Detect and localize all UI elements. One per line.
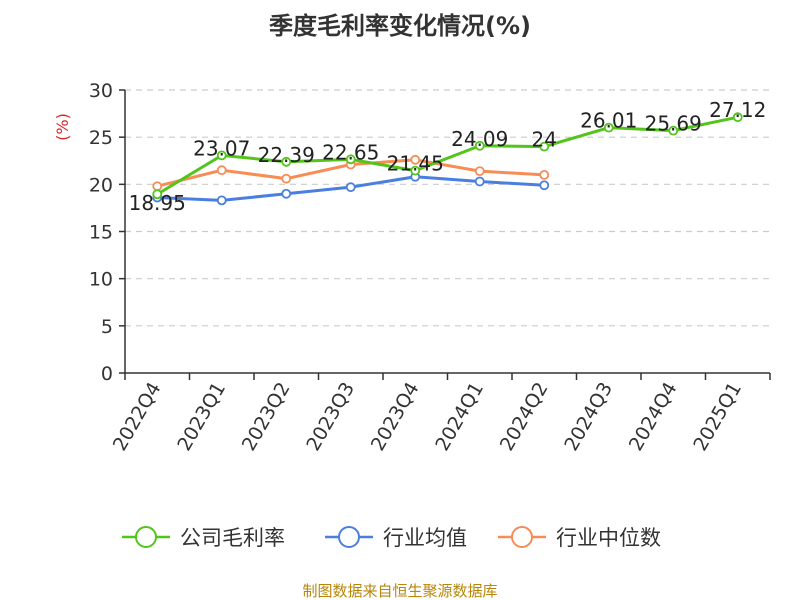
data-point: [474, 140, 485, 151]
series-line: [156, 115, 739, 196]
data-point: [539, 169, 550, 180]
data-point: [281, 173, 292, 184]
data-point: [474, 176, 485, 187]
legend-marker: [135, 526, 157, 548]
y-tick-label: 10: [89, 269, 113, 291]
data-point: [152, 181, 163, 192]
legend-label: 行业均值: [383, 526, 467, 550]
data-point: [603, 122, 614, 133]
data-point: [668, 125, 679, 136]
data-point: [345, 154, 356, 165]
legend-marker: [511, 526, 533, 548]
x-tick-label: 2023Q4: [367, 379, 424, 455]
series-0: [152, 112, 743, 200]
y-tick-label: 25: [89, 127, 113, 149]
data-label: 23.07: [193, 136, 250, 160]
x-tick-label: 2025Q1: [689, 379, 746, 455]
data-label: 18.95: [129, 191, 186, 215]
series-2: [152, 154, 550, 192]
chart-title: 季度毛利率变化情况(%): [269, 12, 531, 40]
data-label: 22.39: [258, 143, 315, 167]
y-tick-label: 20: [89, 174, 113, 196]
data-point: [539, 180, 550, 191]
x-tick-label: 2024Q4: [625, 379, 682, 455]
x-tick-label: 2024Q2: [496, 379, 553, 455]
x-tick-label: 2024Q1: [431, 379, 488, 455]
y-tick-label: 15: [89, 222, 113, 244]
axes: 0 5 10 15 20 25 30 2022Q4 2023Q1 2023Q2 2023Q3 2023…: [89, 80, 771, 455]
data-point: [539, 141, 550, 152]
grid-lines: [125, 89, 770, 327]
data-point: [410, 165, 421, 176]
y-tick-label: 5: [101, 316, 113, 338]
data-point: [152, 189, 163, 200]
data-label: 25.69: [645, 112, 702, 136]
x-tick-label: 2024Q3: [560, 379, 617, 455]
source-note: 制图数据来自恒生聚源数据库: [302, 582, 497, 600]
data-label: 24: [532, 128, 557, 152]
x-tick-label: 2023Q3: [302, 379, 359, 455]
data-point: [474, 166, 485, 177]
data-point: [345, 182, 356, 193]
data-point: [216, 165, 227, 176]
data-label: 24.09: [451, 127, 508, 151]
x-tick-label: 2022Q4: [109, 379, 166, 455]
data-point: [216, 150, 227, 161]
legend-marker: [338, 526, 360, 548]
y-tick-label: 30: [89, 80, 113, 102]
data-point: [216, 195, 227, 206]
x-tick-label: 2023Q1: [173, 379, 230, 455]
data-labels: 18.95 23.07 22.39 22.65 21.45 24.09 24 26.01 25.…: [129, 98, 767, 215]
legend-label: 行业中位数: [556, 526, 661, 550]
x-tick-label: 2023Q2: [238, 379, 295, 455]
series-layer: [152, 112, 743, 206]
y-tick-label: 0: [101, 363, 113, 385]
data-label: 22.65: [322, 140, 379, 164]
y-axis-label: (%): [53, 113, 72, 141]
data-label: 26.01: [580, 109, 637, 133]
data-label: 21.45: [387, 152, 444, 176]
data-label: 27.12: [709, 98, 766, 122]
series-1: [152, 171, 550, 206]
legend-label: 公司毛利率: [180, 526, 285, 550]
data-point: [281, 156, 292, 167]
data-point: [281, 188, 292, 199]
data-point: [732, 112, 743, 123]
data-point: [410, 154, 421, 165]
legend: 公司毛利率 行业均值 行业中位数: [122, 526, 661, 550]
